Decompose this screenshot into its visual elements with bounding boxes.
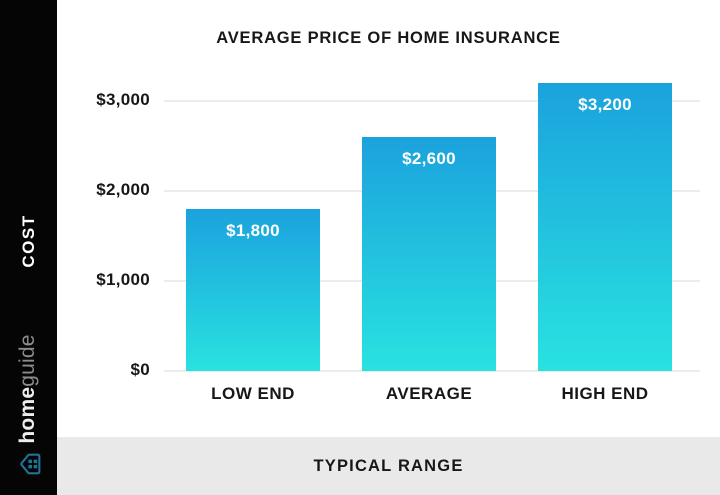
y-axis-title: COST [19,214,38,268]
bar-average: $2,600 [362,137,496,371]
bar-value-label: $3,200 [578,95,632,114]
brand-logo-text: homeguide [16,334,40,443]
chart-title: AVERAGE PRICE OF HOME INSURANCE [216,29,561,47]
x-axis-category-label: LOW END [211,384,295,403]
gridline-3000 [164,100,700,102]
house-icon [20,453,41,475]
footer-band: TYPICAL RANGE [57,437,720,495]
y-axis-tick-label: $3,000 [96,90,150,109]
bar-value-label: $1,800 [226,221,280,240]
bar-low-end: $1,800 [186,209,320,371]
bar-value-label: $2,600 [402,149,456,168]
x-axis-category-label: HIGH END [561,384,649,403]
gridline-0 [164,370,700,372]
brand-home: home [16,386,39,444]
x-axis-title: TYPICAL RANGE [313,456,464,475]
y-axis-tick-label: $2,000 [96,180,150,199]
sidebar: COST homeguide [0,0,57,495]
x-axis-category-label: AVERAGE [385,384,473,403]
bar-high-end: $3,200 [538,83,672,371]
y-axis-tick-label: $1,000 [96,270,150,289]
y-axis-tick-label: $0 [130,360,150,379]
brand-guide: guide [16,334,39,387]
